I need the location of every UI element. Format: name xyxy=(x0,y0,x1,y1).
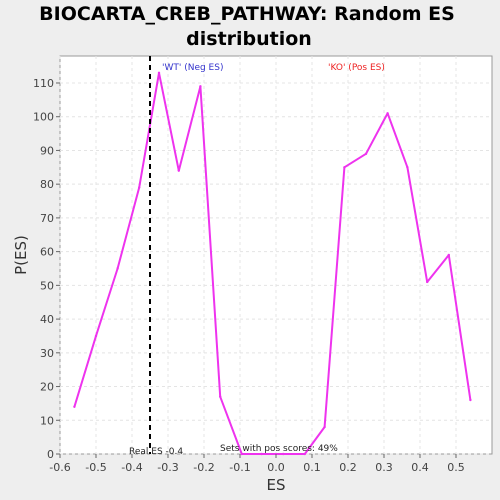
y-tick-label: 60 xyxy=(40,246,54,259)
x-tick-label: -0.6 xyxy=(49,461,70,474)
x-tick-label: -0.5 xyxy=(85,461,106,474)
y-tick-label: 50 xyxy=(40,279,54,292)
data-point xyxy=(260,452,263,456)
x-tick-label: 0.0 xyxy=(267,461,285,474)
data-point xyxy=(240,452,243,456)
distribution-line xyxy=(73,71,472,455)
data-point xyxy=(199,85,202,88)
axis-layer: -0.6 -0.5 -0.4 -0.3 -0.2 -0.1 0.0 0.1 0.2 0.3 0.4 0… xyxy=(33,77,465,474)
x-tick-label: 0.5 xyxy=(447,461,465,474)
data-point xyxy=(447,253,450,257)
x-axis-title: ES xyxy=(267,476,286,494)
x-tick-label: -0.4 xyxy=(121,461,142,474)
grid-layer xyxy=(59,56,492,455)
data-point xyxy=(157,71,161,75)
data-point xyxy=(138,186,141,189)
data-point xyxy=(343,166,346,169)
x-tick-label: -0.1 xyxy=(229,461,250,474)
x-tick-label: -0.2 xyxy=(193,461,214,474)
ko-label: 'KO' (Pos ES) xyxy=(328,63,385,73)
data-point xyxy=(94,334,98,338)
chart-title-line-1: BIOCARTA_CREB_PATHWAY: Random ES xyxy=(39,3,455,25)
y-tick-label: 80 xyxy=(40,178,54,191)
data-point xyxy=(219,395,222,398)
y-tick-label: 0 xyxy=(47,448,54,461)
y-tick-label: 70 xyxy=(40,212,54,225)
data-point xyxy=(116,267,119,270)
y-tick-label: 20 xyxy=(40,381,54,394)
x-tick-label: -0.3 xyxy=(157,461,178,474)
data-point xyxy=(303,452,306,456)
x-tick-label: 0.1 xyxy=(303,461,321,474)
y-axis-title: P(ES) xyxy=(12,235,30,275)
chart-title-line-2: distribution xyxy=(186,28,312,50)
y-tick-label: 30 xyxy=(40,347,54,360)
data-point xyxy=(426,280,429,284)
y-tick-label: 100 xyxy=(33,111,54,124)
series-layer xyxy=(73,71,472,456)
x-tick-label: 0.2 xyxy=(339,461,357,474)
y-tick-label: 110 xyxy=(33,77,54,90)
real-es-label: Real ES -0.4 xyxy=(129,447,183,457)
y-tick-label: 90 xyxy=(40,144,54,157)
x-tick-label: 0.3 xyxy=(375,461,393,474)
data-point xyxy=(386,112,389,115)
y-tick-label: 40 xyxy=(40,313,54,326)
pos-scores-label: Sets with pos scores: 49% xyxy=(220,444,338,454)
wt-label: 'WT' (Neg ES) xyxy=(162,63,223,73)
data-point xyxy=(323,425,326,429)
data-point xyxy=(282,452,285,456)
data-point xyxy=(406,166,409,169)
x-tick-label: 0.4 xyxy=(411,461,429,474)
data-point xyxy=(177,169,180,172)
y-tick-label: 10 xyxy=(40,414,54,427)
data-point xyxy=(73,405,76,408)
data-point xyxy=(469,398,472,402)
data-point xyxy=(364,152,368,156)
